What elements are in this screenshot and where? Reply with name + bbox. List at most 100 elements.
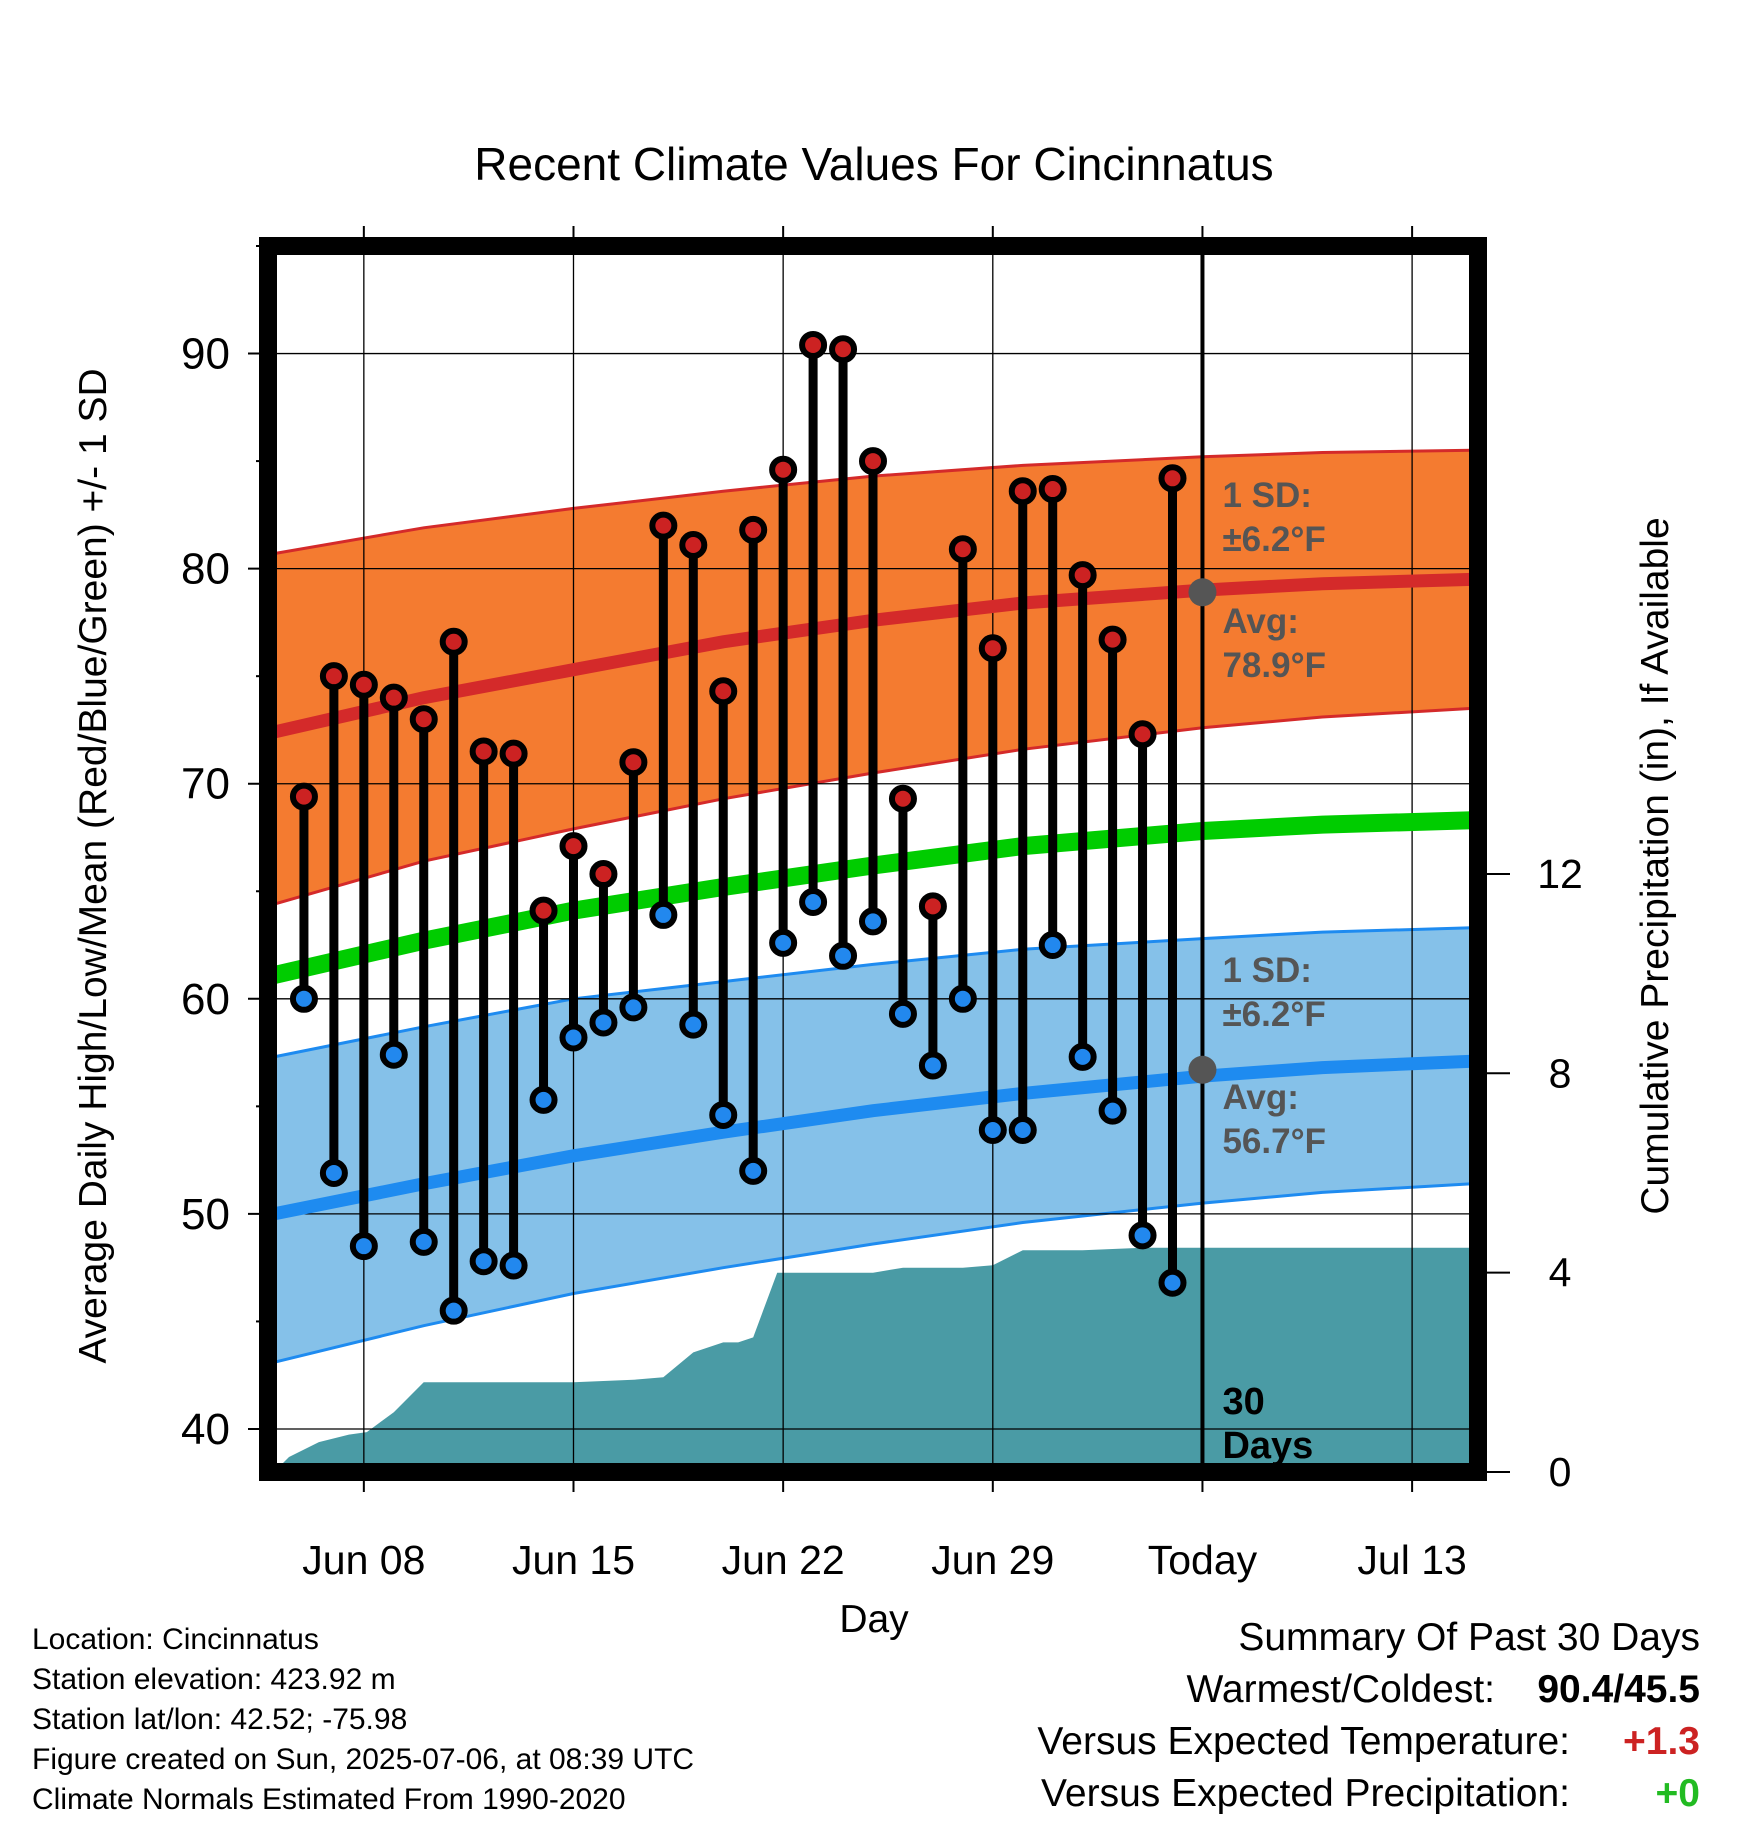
- temp-label: Versus Expected Temperature:: [1037, 1720, 1570, 1763]
- daily-low-marker: [589, 1008, 618, 1037]
- daily-low-marker: [409, 1227, 438, 1256]
- daily-low-marker: [649, 900, 678, 929]
- daily-high-marker: [978, 634, 1007, 663]
- y-left-tick-label: 40: [181, 1405, 230, 1454]
- location-text: Location: Cincinnatus: [32, 1623, 319, 1656]
- temp-row: Versus Expected Temperature: +1.3: [800, 1720, 1700, 1772]
- y-left-tick-label: 50: [181, 1190, 230, 1239]
- daily-low-marker: [1158, 1268, 1187, 1297]
- created-text: Figure created on Sun, 2025-07-06, at 08…: [32, 1743, 695, 1776]
- x-tick-label: Jun 15: [512, 1537, 635, 1583]
- temp-value: +1.3: [1623, 1720, 1700, 1763]
- low-band-lower-edge: [273, 1182, 1473, 1364]
- daily-high-marker: [469, 737, 498, 766]
- daily-high-marker: [499, 739, 528, 768]
- daily-high-marker: [859, 447, 887, 476]
- x-tick-label: Today: [1148, 1537, 1258, 1583]
- low-band-upper-edge: [273, 926, 1473, 1059]
- y-left-tick-label: 60: [181, 975, 230, 1024]
- warmest-value: 90.4/45.5: [1537, 1668, 1700, 1711]
- y-left-tick-label: 80: [181, 545, 230, 594]
- daily-low-marker: [978, 1116, 1007, 1145]
- precip-row: Versus Expected Precipitation: +0: [800, 1772, 1700, 1824]
- daily-high-marker: [948, 535, 977, 564]
- y-axis-label-right: Cumulative Precipitation (in), If Availa…: [1634, 517, 1677, 1214]
- normals-text: Climate Normals Estimated From 1990-2020: [32, 1783, 626, 1816]
- daily-high-marker: [1008, 477, 1037, 506]
- daily-high-marker: [918, 892, 947, 921]
- daily-low-marker: [948, 984, 977, 1013]
- daily-low-marker: [469, 1247, 498, 1276]
- x-tick-label: Jun 29: [931, 1537, 1054, 1583]
- y-left-tick-label: 70: [181, 760, 230, 809]
- y-right-tick-label: 4: [1549, 1250, 1572, 1296]
- daily-high-marker: [529, 896, 558, 925]
- daily-high-marker: [679, 530, 708, 559]
- plot-frame: [259, 237, 1487, 1481]
- daily-low-marker: [529, 1085, 558, 1114]
- daily-high-marker: [559, 832, 588, 861]
- daily-low-marker: [679, 1010, 708, 1039]
- elevation-text: Station elevation: 423.92 m: [32, 1663, 396, 1696]
- summary-heading-row: Summary Of Past 30 Days: [800, 1616, 1700, 1668]
- precip-label: Versus Expected Precipitation:: [1041, 1772, 1570, 1815]
- daily-low-marker: [1068, 1042, 1097, 1071]
- daily-high-marker: [1038, 475, 1067, 504]
- high-avg-annotation: Avg: 78.9°F: [1222, 602, 1326, 685]
- daily-high-marker: [589, 860, 618, 889]
- y-right-tick-label: 8: [1549, 1050, 1572, 1096]
- daily-low-marker: [619, 993, 648, 1022]
- daily-high-marker: [619, 748, 648, 777]
- daily-low-marker: [379, 1040, 408, 1069]
- daily-high-marker: [888, 784, 917, 813]
- daily-high-marker: [1098, 625, 1127, 654]
- y-right-tick-label: 0: [1549, 1449, 1572, 1495]
- daily-high-marker: [289, 782, 318, 811]
- warmest-row: Warmest/Coldest: 90.4/45.5: [800, 1668, 1700, 1720]
- daily-low-marker: [1008, 1116, 1037, 1145]
- precip-value: +0: [1655, 1772, 1700, 1815]
- x-tick-label: Jun 22: [722, 1537, 845, 1583]
- daily-high-marker: [439, 627, 468, 656]
- daily-high-marker: [379, 683, 408, 712]
- daily-low-marker: [1098, 1096, 1127, 1125]
- daily-high-marker: [769, 455, 798, 484]
- low-sd-annotation: 1 SD: ±6.2°F: [1222, 951, 1325, 1034]
- daily-high-marker: [649, 511, 678, 540]
- low-avg-annotation: Avg: 56.7°F: [1222, 1078, 1326, 1161]
- daily-low-marker: [289, 984, 318, 1013]
- x-tick-label: Jul 13: [1357, 1537, 1466, 1583]
- daily-low-marker: [1038, 931, 1067, 960]
- daily-low-marker: [918, 1051, 947, 1080]
- warmest-label: Warmest/Coldest:: [1186, 1668, 1495, 1711]
- x-tick-label: Jun 08: [302, 1537, 425, 1583]
- today-high-avg-marker: [1188, 578, 1217, 607]
- daily-low-marker: [499, 1251, 528, 1280]
- daily-low-marker: [859, 907, 887, 936]
- daily-high-marker: [709, 677, 738, 706]
- daily-high-marker: [319, 662, 348, 691]
- station-info: Location: Cincinnatus Station elevation:…: [32, 1620, 694, 1820]
- daily-low-marker: [829, 941, 858, 970]
- daily-high-marker: [1128, 720, 1157, 749]
- daily-low-marker: [739, 1156, 768, 1185]
- y-axis-label-left: Average Daily High/Low/Mean (Red/Blue/Gr…: [72, 368, 115, 1363]
- daily-high-marker: [1158, 464, 1187, 493]
- summary-heading: Summary Of Past 30 Days: [1238, 1616, 1700, 1659]
- latlon-text: Station lat/lon: 42.52; -75.98: [32, 1703, 408, 1736]
- daily-high-marker: [799, 330, 828, 359]
- daily-high-marker: [739, 515, 768, 544]
- chart-title: Recent Climate Values For Cincinnatus: [474, 138, 1273, 190]
- daily-low-marker: [349, 1232, 378, 1261]
- summary-panel: Summary Of Past 30 Days Warmest/Coldest:…: [800, 1616, 1700, 1824]
- daily-high-marker: [829, 335, 858, 364]
- daily-low-marker: [319, 1159, 348, 1188]
- daily-low-marker: [769, 928, 798, 957]
- x-axis-label: Day: [839, 1598, 909, 1641]
- plot-area: 1 SD: ±6.2°F Avg: 78.9°F 1 SD: ±6.2°F Avg: 56.7…: [268, 246, 1478, 1472]
- daily-high-marker: [349, 670, 378, 699]
- today-days-annotation: 30 Days: [1222, 1381, 1313, 1467]
- daily-low-marker: [799, 888, 828, 917]
- y-right-tick-label: 12: [1537, 851, 1583, 897]
